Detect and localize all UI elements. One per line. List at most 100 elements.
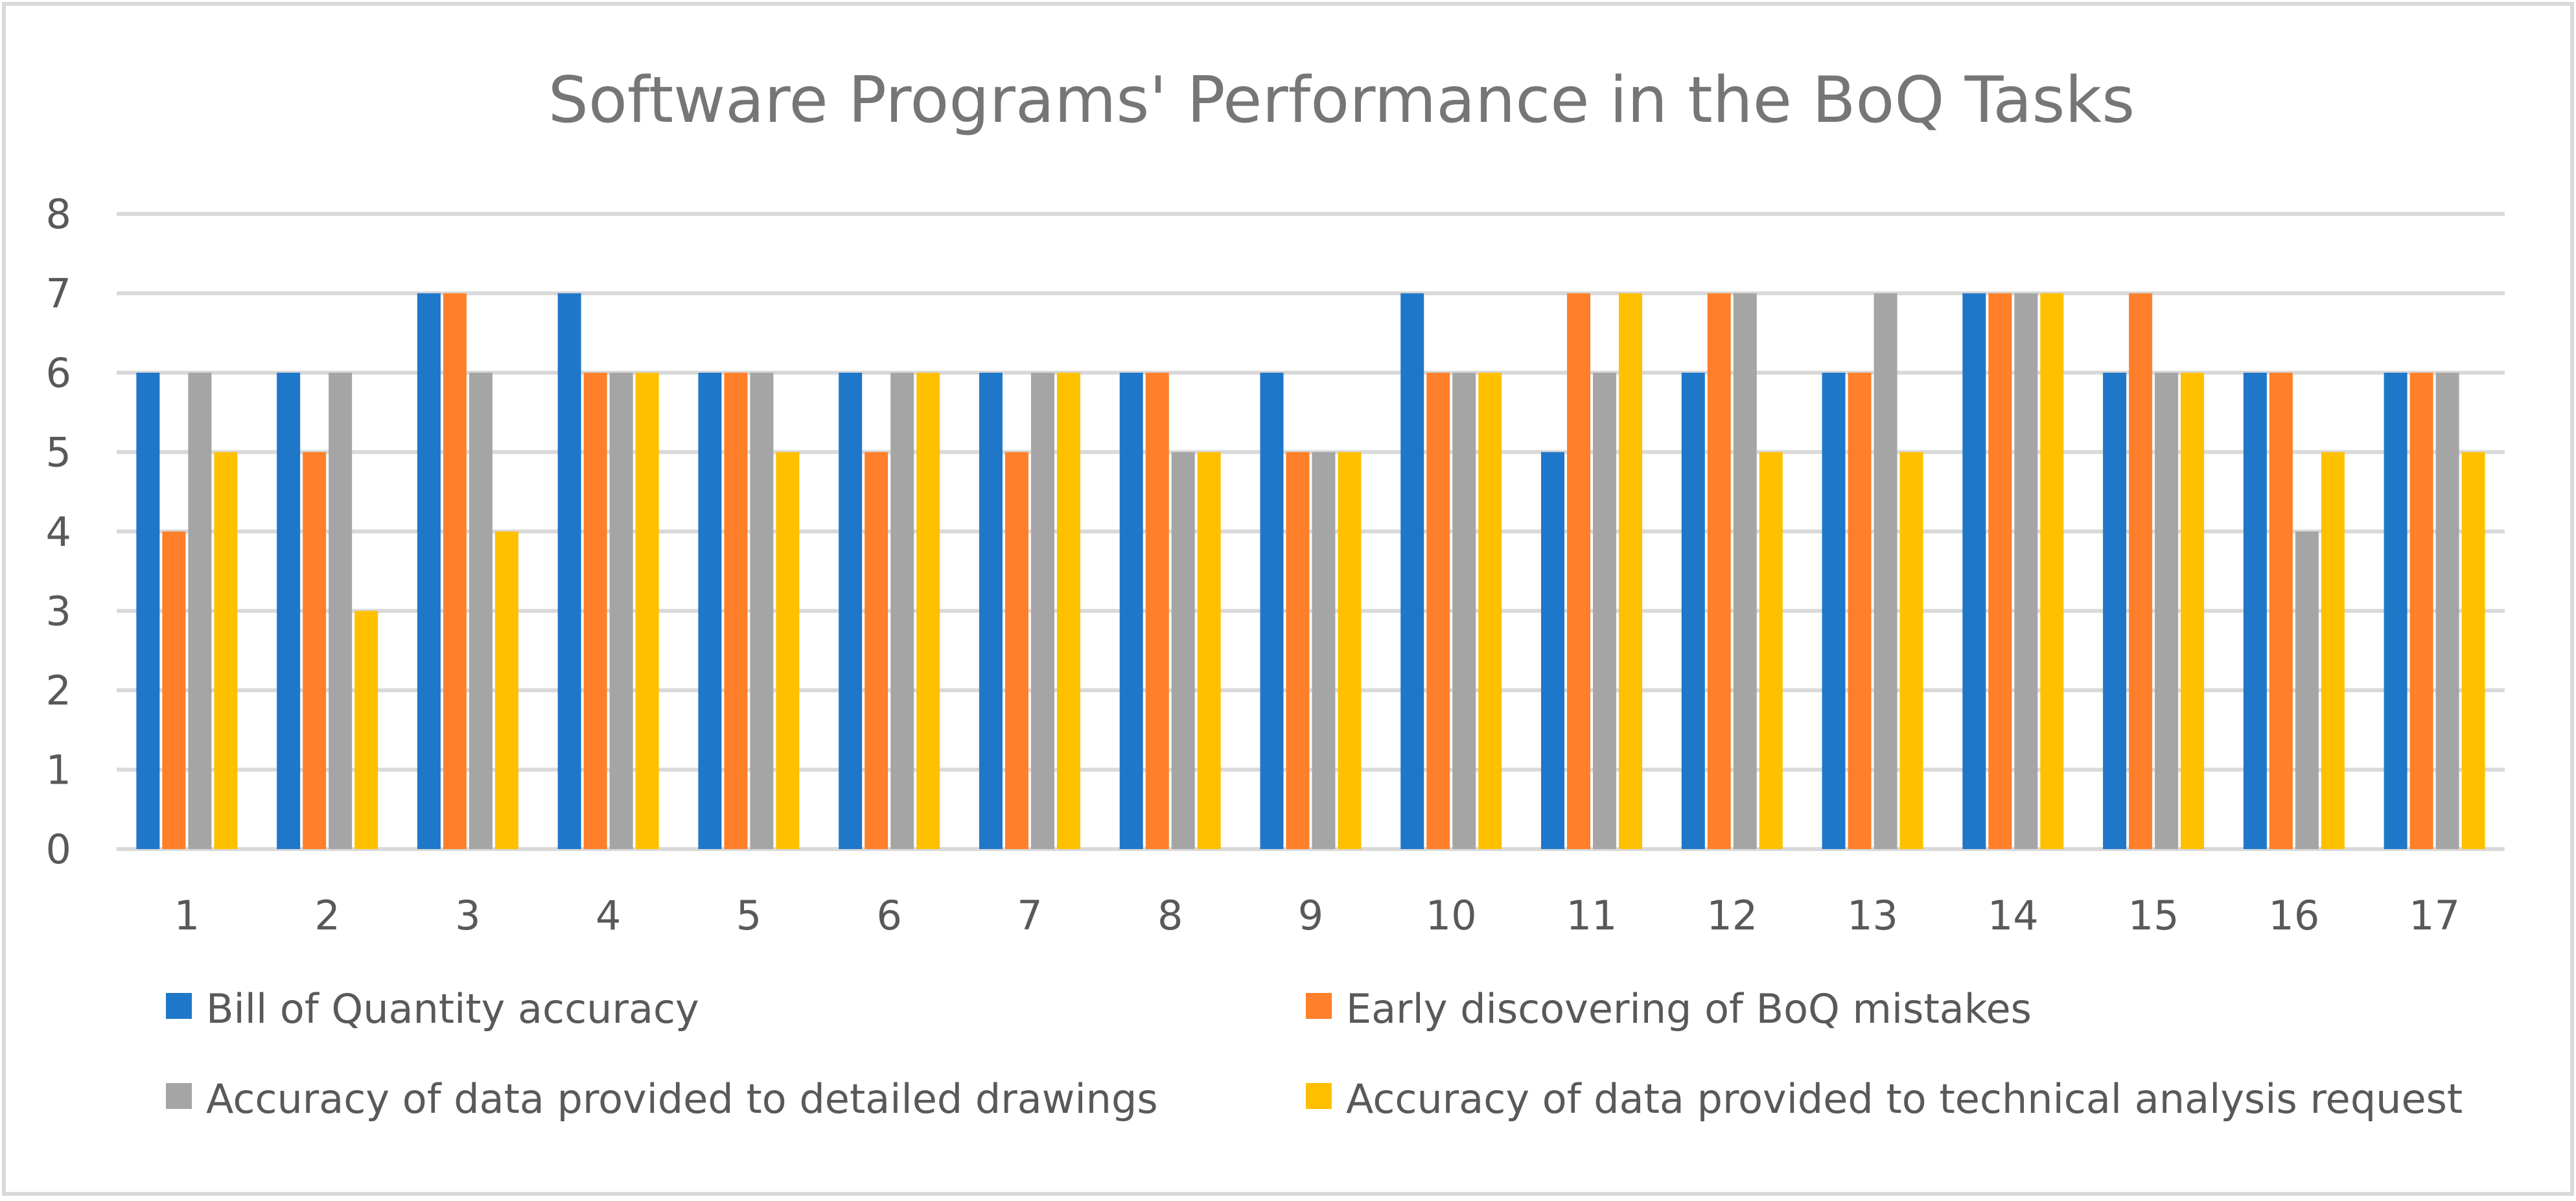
y-axis-ticks: 0 1 2 3 4 5 6 7 8 [46,191,71,873]
bar-6-series-4 [916,373,940,849]
x-tick-label: 9 [1298,892,1323,939]
bar-12-series-3 [1733,293,1757,849]
bar-12-series-2 [1707,293,1731,849]
bar-7-series-3 [1030,373,1054,849]
x-tick-label: 8 [1157,892,1183,939]
bar-1-series-1 [136,373,160,849]
bar-5-series-4 [776,452,800,849]
x-tick-label: 17 [2409,892,2460,939]
bar-8-series-4 [1197,452,1221,849]
bar-7-series-2 [1004,452,1028,849]
bar-7-series-4 [1056,373,1080,849]
y-tick-label: 8 [46,191,71,238]
bar-9-series-1 [1260,373,1284,849]
bar-10-series-1 [1400,293,1424,849]
x-tick-label: 7 [1017,892,1042,939]
bar-9-series-2 [1286,452,1310,849]
bar-9-series-4 [1338,452,1362,849]
bar-3-series-1 [417,293,441,849]
y-tick-label: 6 [46,349,71,397]
x-tick-label: 10 [1426,892,1477,939]
bar-13-series-2 [1848,373,1872,849]
bar-4-series-2 [583,373,607,849]
bar-8-series-1 [1119,373,1143,849]
x-tick-label: 11 [1566,892,1618,939]
bar-2-series-2 [303,452,327,849]
bar-6-series-2 [864,452,888,849]
x-tick-label: 12 [1706,892,1758,939]
bar-6-series-1 [839,373,863,849]
bar-1-series-2 [162,531,186,849]
y-tick-label: 4 [46,508,71,555]
bar-15-series-4 [2181,373,2205,849]
legend-label: Bill of Quantity accuracy [206,985,699,1032]
x-tick-label: 4 [596,892,621,939]
bar-8-series-2 [1145,373,1169,849]
legend-swatch [1306,993,1332,1019]
legend-swatch [166,993,192,1019]
bar-15-series-2 [2129,293,2153,849]
legend-label: Accuracy of data provided to detailed dr… [206,1075,1158,1123]
bar-14-series-3 [2014,293,2038,849]
bar-13-series-1 [1822,373,1846,849]
x-tick-label: 14 [1988,892,2039,939]
y-tick-label: 2 [46,667,71,714]
x-tick-label: 5 [736,892,761,939]
bar-3-series-3 [469,373,493,849]
y-tick-label: 3 [46,588,71,635]
bar-7-series-1 [979,373,1003,849]
y-tick-label: 7 [46,270,71,318]
bar-1-series-4 [214,452,238,849]
y-tick-label: 0 [46,826,71,873]
bar-15-series-3 [2155,373,2179,849]
y-tick-label: 5 [46,429,71,476]
bar-14-series-1 [1962,293,1986,849]
bar-8-series-3 [1171,452,1195,849]
bar-6-series-3 [890,373,914,849]
bar-16-series-4 [2321,452,2345,849]
legend-label: Early discovering of BoQ mistakes [1346,985,2032,1032]
bar-10-series-4 [1478,373,1502,849]
bar-3-series-4 [494,531,518,849]
bar-17-series-2 [2409,373,2433,849]
bar-2-series-3 [329,373,353,849]
x-tick-label: 6 [876,892,901,939]
x-tick-label: 1 [174,892,200,939]
bar-15-series-1 [2103,373,2127,849]
legend-swatch [166,1083,192,1109]
bar-14-series-4 [2040,293,2064,849]
legend-swatch [1306,1083,1332,1109]
bar-3-series-2 [443,293,467,849]
bar-16-series-1 [2243,373,2267,849]
legend: Bill of Quantity accuracy Early discoveri… [166,985,2463,1123]
bar-5-series-1 [698,373,722,849]
bar-1-series-3 [188,373,212,849]
bar-11-series-4 [1619,293,1643,849]
x-tick-label: 2 [314,892,340,939]
bar-16-series-2 [2269,373,2293,849]
bar-11-series-2 [1567,293,1591,849]
bar-4-series-3 [609,373,633,849]
bar-11-series-3 [1593,373,1617,849]
bar-4-series-4 [635,373,659,849]
x-tick-label: 3 [455,892,480,939]
bars [136,293,2485,849]
chart-title: Software Programs' Performance in the Bo… [548,64,2135,137]
bar-10-series-2 [1426,373,1450,849]
bar-5-series-2 [724,373,748,849]
bar-12-series-1 [1681,373,1705,849]
bar-10-series-3 [1452,373,1476,849]
bar-17-series-3 [2435,373,2459,849]
bar-11-series-1 [1541,452,1565,849]
x-tick-label: 13 [1847,892,1898,939]
bar-2-series-4 [354,611,378,849]
x-tick-label: 15 [2128,892,2179,939]
bar-13-series-4 [1899,452,1923,849]
bar-17-series-1 [2384,373,2408,849]
bar-9-series-3 [1312,452,1336,849]
bar-4-series-1 [557,293,581,849]
y-tick-label: 1 [46,747,71,794]
bar-5-series-3 [750,373,774,849]
